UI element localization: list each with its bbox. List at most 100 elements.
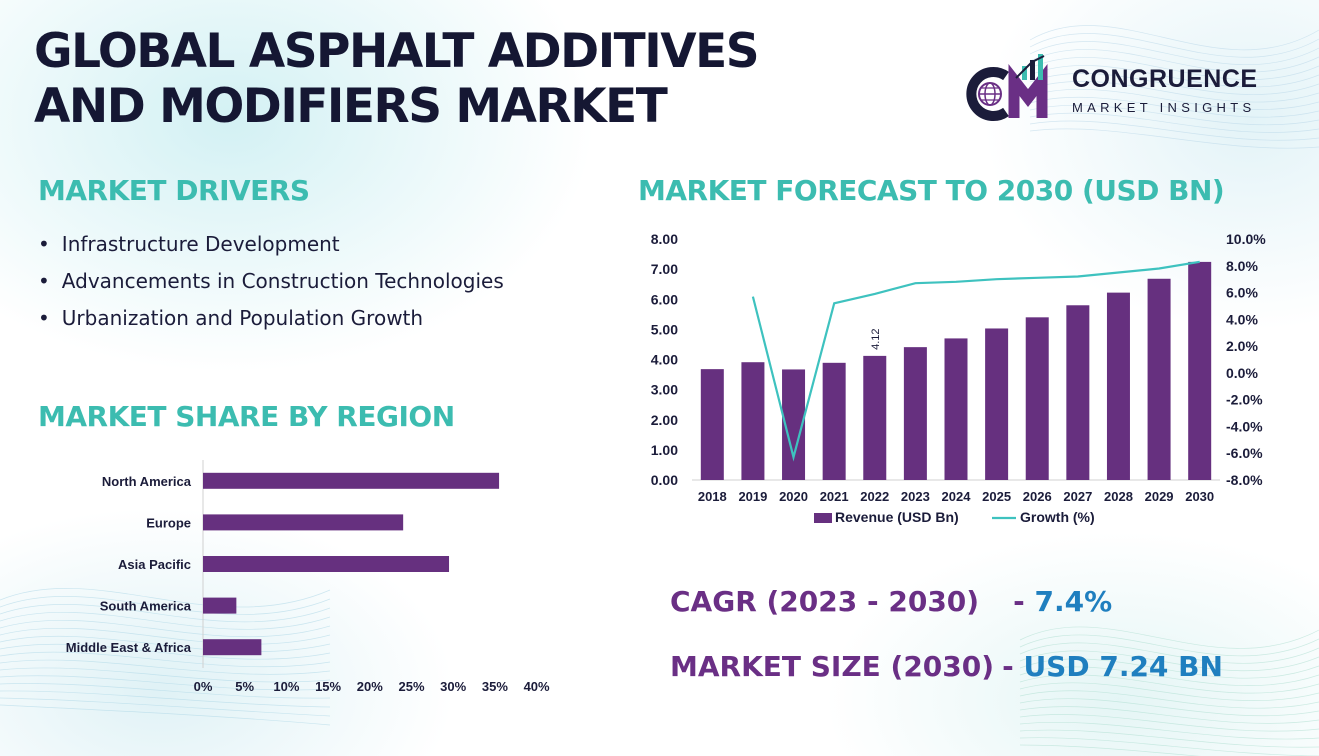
forecast-chart: 0.00 1.00 2.00 3.00 4.00 5.00 6.00 7.00 8.00 -8.0… — [651, 231, 1266, 525]
revenue-data-label: 4.12 — [870, 328, 882, 349]
background-wave-line — [1029, 96, 1319, 118]
forecast-x-tick: 2027 — [1063, 489, 1092, 504]
region-bar — [203, 639, 262, 656]
forecast-y-tick-left: 0.00 — [651, 472, 678, 488]
forecast-y-tick-right: 10.0% — [1226, 231, 1266, 247]
background-wave-line — [1019, 650, 1319, 671]
forecast-y-tick-right: 4.0% — [1226, 311, 1258, 327]
forecast-y-tick-right: -4.0% — [1226, 418, 1263, 434]
region-bar — [203, 597, 237, 614]
forecast-y-tick-right: 8.0% — [1226, 258, 1258, 274]
forecast-y-tick-left: 6.00 — [651, 291, 678, 307]
region-category-label: Middle East & Africa — [66, 640, 192, 655]
background-wave-line — [0, 588, 331, 608]
background-wave-line — [1019, 698, 1319, 717]
cagr-separator: - — [1013, 585, 1025, 618]
region-category-label: North America — [102, 474, 192, 489]
revenue-bar — [1188, 261, 1212, 480]
revenue-bar — [782, 369, 806, 480]
forecast-x-tick: 2022 — [860, 489, 889, 504]
logo-name: CONGRUENCE — [1072, 65, 1258, 93]
region-x-tick: 30% — [440, 679, 466, 694]
driver-item: Infrastructure Development — [38, 226, 504, 263]
background-wave-line — [1019, 714, 1319, 732]
background-wave-line — [0, 667, 331, 683]
background-wave-line — [1019, 737, 1319, 756]
revenue-bar — [741, 362, 765, 480]
background-wave-line — [1019, 634, 1319, 657]
background-wave-line — [1029, 65, 1319, 88]
forecast-x-tick: 2026 — [1023, 489, 1052, 504]
forecast-x-tick: 2030 — [1185, 489, 1214, 504]
background-wave-line — [1029, 128, 1319, 149]
drivers-list: Infrastructure Development Advancements … — [38, 226, 504, 337]
driver-item: Urbanization and Population Growth — [38, 300, 504, 337]
region-bar — [203, 472, 500, 489]
cagr-label: CAGR (2023 - 2030) — [670, 585, 980, 618]
forecast-x-tick: 2021 — [820, 489, 849, 504]
background-wave-line — [1029, 57, 1319, 80]
region-category-label: Europe — [146, 515, 191, 530]
revenue-bar — [863, 355, 887, 480]
revenue-bar — [700, 369, 724, 480]
forecast-x-tick: 2023 — [901, 489, 930, 504]
legend-revenue-label: Revenue (USD Bn) — [835, 509, 959, 525]
forecast-y-tick-left: 8.00 — [651, 231, 678, 247]
forecast-y-tick-right: -6.0% — [1226, 445, 1263, 461]
market-size-separator: - — [1002, 650, 1014, 683]
revenue-bar — [1066, 305, 1090, 480]
region-bar — [203, 514, 404, 531]
forecast-y-tick-left: 5.00 — [651, 321, 678, 337]
background-wave-line — [0, 619, 331, 638]
brand-logo: CONGRUENCE MARKET INSIGHTS — [962, 52, 1292, 126]
background-wave-line — [1029, 104, 1319, 126]
legend-revenue-swatch — [814, 513, 832, 523]
cagr-stat: CAGR (2023 - 2030) - 7.4% — [670, 585, 1112, 618]
background-wave-line — [1029, 73, 1319, 95]
region-x-tick: 40% — [524, 679, 550, 694]
background-wave-line — [1029, 120, 1319, 141]
forecast-y-tick-left: 2.00 — [651, 412, 678, 428]
growth-line — [751, 260, 1200, 462]
market-size-label: MARKET SIZE (2030) — [670, 650, 995, 683]
region-category-label: Asia Pacific — [118, 557, 191, 572]
background-wave-line — [1019, 729, 1319, 748]
forecast-y-tick-left: 3.00 — [651, 382, 678, 398]
logo-tagline: MARKET INSIGHTS — [1072, 100, 1256, 115]
forecast-y-tick-left: 4.00 — [651, 352, 678, 368]
cagr-value: 7.4% — [1034, 585, 1113, 618]
forecast-y-tick-right: 2.0% — [1226, 338, 1258, 354]
region-x-tick: 15% — [315, 679, 341, 694]
region-x-tick: 25% — [398, 679, 424, 694]
forecast-x-tick: 2018 — [698, 489, 727, 504]
background-wave-line — [1019, 721, 1319, 740]
background-wave-line — [1019, 642, 1319, 664]
revenue-bar — [822, 362, 846, 480]
revenue-bar — [1147, 278, 1171, 480]
revenue-bar — [1025, 317, 1049, 480]
forecast-x-tick: 2025 — [982, 489, 1011, 504]
forecast-x-tick: 2028 — [1104, 489, 1133, 504]
background-wave-line — [1029, 25, 1319, 51]
forecast-x-tick: 2029 — [1145, 489, 1174, 504]
background-wave-line — [0, 659, 331, 675]
forecast-y-tick-left: 1.00 — [651, 442, 678, 458]
forecast-y-tick-right: 6.0% — [1226, 285, 1258, 301]
background-wave-line — [1019, 682, 1319, 701]
region-x-tick: 0% — [194, 679, 213, 694]
background-wave-line — [0, 627, 331, 645]
region-x-tick: 5% — [235, 679, 254, 694]
market-size-stat: MARKET SIZE (2030) - USD 7.24 BN — [670, 650, 1223, 683]
revenue-bar — [944, 338, 968, 480]
background-wave-line — [0, 635, 331, 653]
region-category-label: South America — [100, 599, 192, 614]
background-wave-line — [0, 643, 331, 660]
region-x-tick: 20% — [357, 679, 383, 694]
forecast-heading: MARKET FORECAST TO 2030 (USD BN) — [638, 174, 1225, 207]
background-wave-line — [1029, 41, 1319, 65]
background-wave-line — [0, 651, 331, 668]
background-wave-line — [1029, 33, 1319, 58]
background-wave-line — [0, 604, 331, 623]
